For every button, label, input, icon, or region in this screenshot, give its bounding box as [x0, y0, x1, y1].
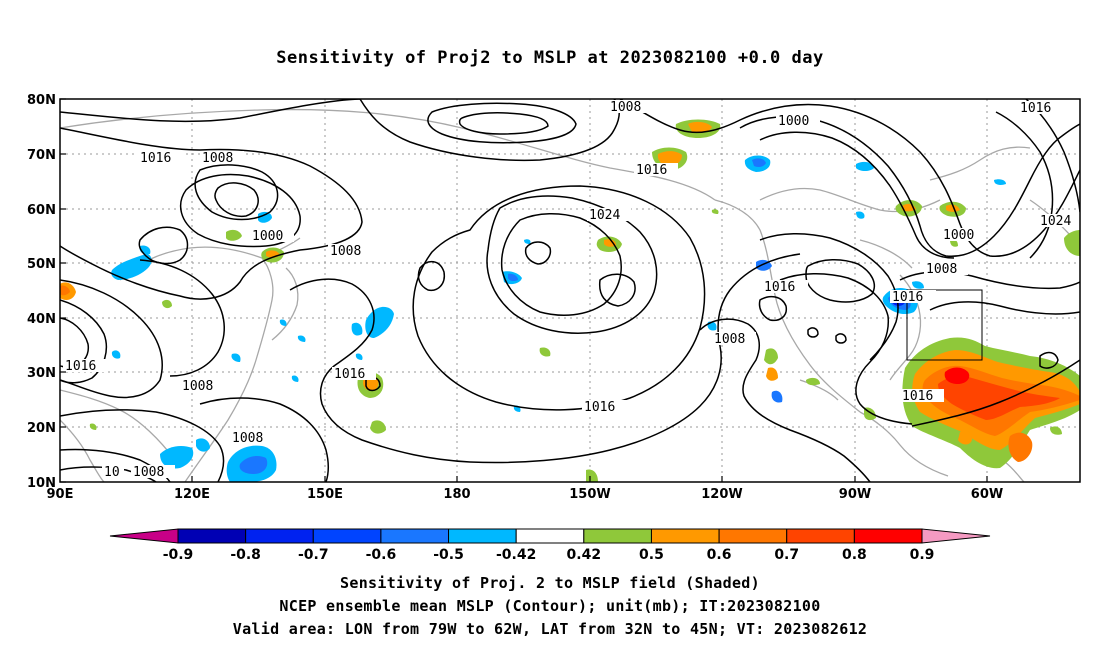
- contour-label: 1000: [252, 229, 283, 244]
- contour-label: 1000: [943, 228, 974, 243]
- colorbar-cell: [177, 528, 247, 544]
- contour-label: 10: [104, 465, 120, 480]
- contour-label: 1000: [778, 114, 809, 129]
- colorbar-cell: [786, 528, 855, 544]
- lon-axis: 90E 120E 150E 180 150W 120W 90W 60W: [47, 487, 1004, 502]
- lon-tick-label: 120W: [701, 487, 742, 502]
- colorbar-cell: [718, 528, 788, 544]
- contour-label: 1008: [330, 244, 361, 259]
- lat-tick-label: 20N: [27, 421, 56, 436]
- lat-tick-label: 10N: [27, 476, 56, 491]
- colorbar-high-arrow: [921, 528, 991, 544]
- colorbar-label: -0.7: [298, 547, 329, 563]
- sensitivity-shading: [60, 119, 1080, 482]
- contour-label: 1024: [1040, 214, 1071, 229]
- coastlines: [60, 108, 1071, 482]
- contour-label: 1008: [133, 465, 164, 480]
- lat-tick-label: 70N: [27, 148, 56, 163]
- caption-valid-area: Valid area: LON from 79W to 62W, LAT fro…: [232, 620, 868, 638]
- caption-contour: NCEP ensemble mean MSLP (Contour); unit(…: [279, 597, 821, 615]
- colorbar-cell: [380, 528, 450, 544]
- lat-tick-label: 80N: [27, 93, 56, 108]
- plot-area: 1008 1016 1016 1008 1000 1008 1024 1016 …: [27, 93, 1082, 502]
- colorbar-label: 0.6: [707, 547, 732, 563]
- colorbar-label: 0.7: [774, 547, 799, 563]
- lat-tick-label: 60N: [27, 203, 56, 218]
- contour-label: 1008: [232, 431, 263, 446]
- caption-shading: Sensitivity of Proj. 2 to MSLP field (Sh…: [340, 574, 760, 592]
- contour-label: 1016: [140, 151, 171, 166]
- contour-label: 1008: [926, 262, 957, 277]
- contour-label: 1016: [1020, 101, 1051, 116]
- lat-axis: 80N 70N 60N 50N 40N 30N 20N 10N: [27, 93, 56, 491]
- valid-area-box: [906, 289, 983, 361]
- colorbar-label: -0.5: [433, 547, 464, 563]
- colorbar-low-arrow: [109, 528, 179, 544]
- contour-label: 1008: [610, 100, 641, 115]
- contour-label: 1024: [589, 208, 620, 223]
- colorbar-cell: [312, 528, 382, 544]
- colorbar-label: 0.42: [567, 547, 602, 563]
- contour-label: 1016: [902, 389, 933, 404]
- colorbar-label: 0.9: [910, 547, 935, 563]
- lat-tick-label: 30N: [27, 366, 56, 381]
- colorbar-label: -0.9: [163, 547, 194, 563]
- contour-labels: 1008 1016 1016 1008 1000 1008 1024 1016 …: [63, 100, 1082, 480]
- contour-label: 1016: [584, 400, 615, 415]
- map-title: Sensitivity of Proj2 to MSLP at 20230821…: [276, 48, 824, 68]
- colorbar: -0.9 -0.8 -0.7 -0.6 -0.5 -0.42 0.42 0.5 0.6 0.7 0.…: [109, 528, 991, 563]
- colorbar-cell: [448, 528, 517, 544]
- lon-tick-label: 120E: [174, 487, 210, 502]
- colorbar-cell: [515, 528, 585, 544]
- colorbar-label: -0.42: [496, 547, 536, 563]
- gridlines: [60, 99, 1080, 482]
- map-frame: [59, 98, 1081, 483]
- contour-label: 1008: [714, 332, 745, 347]
- contour-label: 1008: [182, 379, 213, 394]
- colorbar-label: -0.8: [230, 547, 261, 563]
- contour-label: 1008: [202, 151, 233, 166]
- contour-label: 1016: [65, 359, 96, 374]
- colorbar-cell: [245, 528, 314, 544]
- colorbar-label: 0.8: [842, 547, 867, 563]
- lon-tick-label: 60W: [971, 487, 1003, 502]
- lon-tick-label: 180: [443, 487, 470, 502]
- lon-tick-label: 90E: [47, 487, 74, 502]
- colorbar-cell: [650, 528, 720, 544]
- contour-label: 1016: [334, 367, 365, 382]
- lon-tick-label: 150E: [307, 487, 343, 502]
- colorbar-cell: [583, 528, 652, 544]
- contour-label: 1016: [892, 290, 923, 305]
- lon-tick-label: 90W: [839, 487, 871, 502]
- colorbar-label: -0.6: [366, 547, 397, 563]
- lat-tick-label: 40N: [27, 312, 56, 327]
- contour-label: 1016: [764, 280, 795, 295]
- colorbar-cell: [853, 528, 923, 544]
- contour-label: 1016: [636, 163, 667, 178]
- lon-tick-label: 150W: [569, 487, 610, 502]
- lat-tick-label: 50N: [27, 257, 56, 272]
- colorbar-label: 0.5: [639, 547, 664, 563]
